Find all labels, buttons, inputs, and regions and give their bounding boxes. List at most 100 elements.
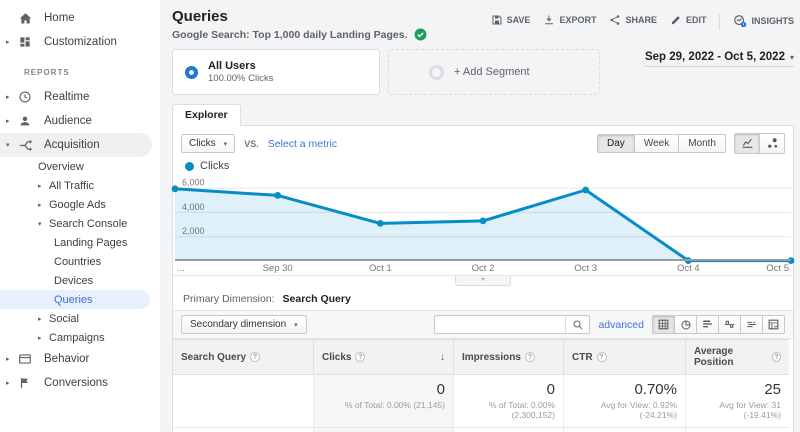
legend-label: Clicks <box>200 160 229 172</box>
customization-icon <box>18 35 44 49</box>
segment-all-users[interactable]: All Users 100.00% Clicks <box>172 49 380 95</box>
help-icon[interactable]: ? <box>525 352 535 362</box>
segment-circle-icon <box>185 66 198 79</box>
column-header-label: Average Position <box>694 346 768 368</box>
granularity-month-button[interactable]: Month <box>678 134 726 153</box>
edit-button[interactable]: EDIT <box>670 14 707 26</box>
sidebar-item-label: Search Console <box>49 218 127 230</box>
column-header-clicks[interactable]: Clicks?↓ <box>313 339 453 375</box>
chevron-right-icon[interactable]: ▸ <box>6 117 18 125</box>
collapse-chart-button[interactable]: ▾ <box>455 276 511 286</box>
insights-button[interactable]: INSIGHTS <box>733 14 794 28</box>
column-header-ctr[interactable]: CTR? <box>563 339 685 375</box>
date-range-text: Sep 29, 2022 - Oct 5, 2022 <box>645 51 785 63</box>
sidebar-item-label: Audience <box>44 115 92 127</box>
toolbar-button-label: EXPORT <box>559 15 596 25</box>
sidebar-item-campaigns[interactable]: ▸Campaigns <box>0 328 160 347</box>
person-icon <box>18 114 44 128</box>
line-chart-view-button[interactable] <box>734 133 760 154</box>
summary-cell: 0.70%Avg for View: 0.92% (-24.21%) <box>563 375 685 427</box>
secondary-dimension-button[interactable]: Secondary dimension ▾ <box>181 315 307 334</box>
chevron-right-icon[interactable]: ▸ <box>6 355 18 363</box>
sidebar-item-google-ads[interactable]: ▸Google Ads <box>0 195 160 214</box>
summary-value: 0.70% <box>572 381 677 398</box>
sidebar-item-countries[interactable]: Countries <box>0 252 160 271</box>
pivot-view-icon[interactable] <box>762 315 785 334</box>
chevron-right-icon[interactable]: ▸ <box>38 334 49 342</box>
sidebar-item-landing-pages[interactable]: Landing Pages <box>0 233 160 252</box>
sidebar-item-label: Campaigns <box>49 332 105 344</box>
save-button[interactable]: SAVE <box>491 14 531 26</box>
table-view-icon[interactable] <box>652 315 675 334</box>
sidebar-item-acquisition[interactable]: ▾ Acquisition <box>0 133 152 157</box>
help-icon[interactable]: ? <box>250 352 260 362</box>
chevron-down-icon[interactable]: ▾ <box>6 141 18 149</box>
help-icon[interactable]: ? <box>772 352 781 362</box>
x-axis-label: Oct 3 <box>574 263 597 274</box>
sidebar-item-queries[interactable]: Queries <box>0 290 150 309</box>
flag-icon <box>18 376 44 390</box>
insights-icon <box>733 14 747 28</box>
percentage-view-icon[interactable] <box>674 315 697 334</box>
sidebar-item-label: Acquisition <box>44 139 100 151</box>
tab-explorer[interactable]: Explorer <box>172 104 241 126</box>
x-axis-label: Oct 2 <box>472 263 495 274</box>
sort-desc-icon[interactable]: ↓ <box>440 352 445 363</box>
granularity-day-button[interactable]: Day <box>597 134 635 153</box>
chevron-down-icon[interactable]: ▾ <box>38 220 49 228</box>
column-header-average-position[interactable]: Average Position? <box>685 339 789 375</box>
sidebar-item-search-console[interactable]: ▾Search Console <box>0 214 160 233</box>
report-header: Queries Google Search: Top 1,000 daily L… <box>172 0 794 41</box>
summary-cell: 0% of Total: 0.00% (2,300,152) <box>453 375 563 427</box>
sidebar-section-reports: REPORTS <box>0 54 160 85</box>
primary-dimension-value[interactable]: Search Query <box>283 293 351 305</box>
edit-icon <box>670 14 682 26</box>
help-icon[interactable]: ? <box>355 352 365 362</box>
comparison-view-icon[interactable] <box>718 315 741 334</box>
table-search-input[interactable] <box>435 317 565 332</box>
table-cell: 1.0 <box>685 427 789 432</box>
performance-view-icon[interactable] <box>696 315 719 334</box>
help-icon[interactable]: ? <box>597 352 607 362</box>
chevron-right-icon[interactable]: ▸ <box>6 379 18 387</box>
column-header-search-query[interactable]: Search Query? <box>173 339 313 375</box>
select-metric-link[interactable]: Select a metric <box>268 138 337 150</box>
share-button[interactable]: SHARE <box>609 14 657 26</box>
chevron-down-icon: ▾ <box>224 140 228 148</box>
share-icon <box>609 14 621 26</box>
sidebar-item-social[interactable]: ▸Social <box>0 309 160 328</box>
chevron-right-icon[interactable]: ▸ <box>6 38 18 46</box>
clicks-chart[interactable]: 2,0004,0006,000 ...Sep 30Oct 1Oct 2Oct 3… <box>175 176 791 275</box>
x-axis-label: Oct 5 <box>766 263 789 274</box>
sidebar-item-all-traffic[interactable]: ▸All Traffic <box>0 176 160 195</box>
search-button[interactable] <box>565 316 589 333</box>
granularity-week-button[interactable]: Week <box>634 134 679 153</box>
sidebar-item-label: Queries <box>54 294 93 306</box>
chevron-right-icon[interactable]: ▸ <box>38 315 49 323</box>
acquisition-icon <box>18 138 44 153</box>
sidebar-item-overview[interactable]: Overview <box>0 157 160 176</box>
sidebar-item-realtime[interactable]: ▸ Realtime <box>0 85 160 109</box>
motion-chart-view-button[interactable] <box>759 133 785 154</box>
sidebar-item-conversions[interactable]: ▸Conversions <box>0 371 160 395</box>
metric-selector[interactable]: Clicks ▾ <box>181 134 235 153</box>
sidebar-item-devices[interactable]: Devices <box>0 271 160 290</box>
table-cell: 0(0.00%) <box>453 427 563 432</box>
advanced-search-link[interactable]: advanced <box>598 319 644 331</box>
date-range-selector[interactable]: Sep 29, 2022 - Oct 5, 2022 ▾ <box>645 51 794 67</box>
toolbar-button-label: SAVE <box>507 15 531 25</box>
add-segment-button[interactable]: + Add Segment <box>388 49 600 95</box>
sidebar-item-customization[interactable]: ▸Customization <box>0 30 160 54</box>
sidebar-item-home[interactable]: Home <box>0 6 160 30</box>
chevron-right-icon[interactable]: ▸ <box>38 201 49 209</box>
export-button[interactable]: EXPORT <box>543 14 596 26</box>
sidebar-item-behavior[interactable]: ▸Behavior <box>0 347 160 371</box>
sidebar-item-label: Social <box>49 313 79 325</box>
term-cloud-view-icon[interactable] <box>740 315 763 334</box>
chevron-right-icon[interactable]: ▸ <box>38 182 49 190</box>
chevron-right-icon[interactable]: ▸ <box>6 93 18 101</box>
add-segment-circle-icon <box>429 65 444 80</box>
sidebar-item-label: Realtime <box>44 91 89 103</box>
sidebar-item-audience[interactable]: ▸ Audience <box>0 109 160 133</box>
column-header-impressions[interactable]: Impressions? <box>453 339 563 375</box>
